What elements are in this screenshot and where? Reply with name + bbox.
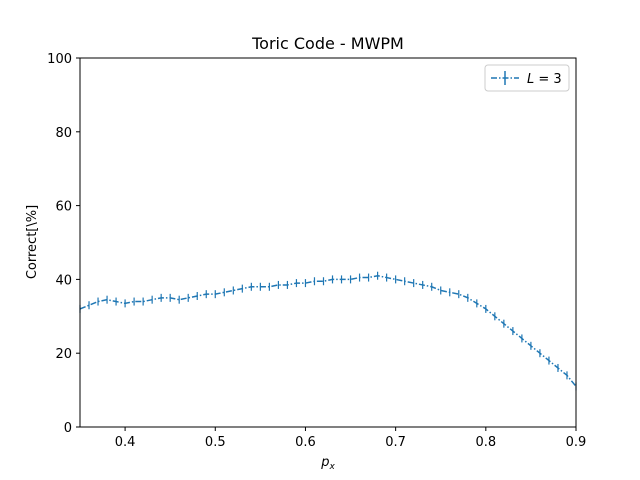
x-axis: 0.4 0.5 0.6 0.7 0.8 0.9 <box>115 427 587 450</box>
x-tick-label: 0.8 <box>475 435 496 450</box>
plot-frame <box>79 57 577 428</box>
y-tick-label: 20 <box>55 347 72 362</box>
x-tick-label: 0.7 <box>385 435 406 450</box>
legend: L = 3 <box>484 64 570 92</box>
plot-series <box>79 271 577 391</box>
y-tick-label: 60 <box>55 200 72 215</box>
x-axis-label-main: p <box>320 455 329 470</box>
legend-label-italic: L <box>527 72 534 87</box>
x-tick-label: 0.4 <box>115 435 136 450</box>
x-tick-label: 0.5 <box>205 435 226 450</box>
chart-title: Toric Code - MWPM <box>251 34 404 53</box>
x-tick-label: 0.6 <box>295 435 316 450</box>
y-tick-label: 40 <box>55 273 72 288</box>
y-tick-label: 100 <box>47 52 72 67</box>
series-line <box>79 274 577 387</box>
legend-box <box>484 64 570 92</box>
y-tick-label: 80 <box>55 126 72 141</box>
x-axis-label-subscript: x <box>328 462 335 472</box>
x-axis-label: px <box>320 455 335 472</box>
legend-label: L = 3 <box>527 72 562 87</box>
y-axis: 0 20 40 60 80 100 <box>47 52 80 436</box>
legend-label-rest: = 3 <box>534 72 561 87</box>
y-axis-label: Correct[\%] <box>25 205 40 279</box>
y-tick-label: 0 <box>64 421 72 436</box>
x-tick-label: 0.9 <box>566 435 587 450</box>
